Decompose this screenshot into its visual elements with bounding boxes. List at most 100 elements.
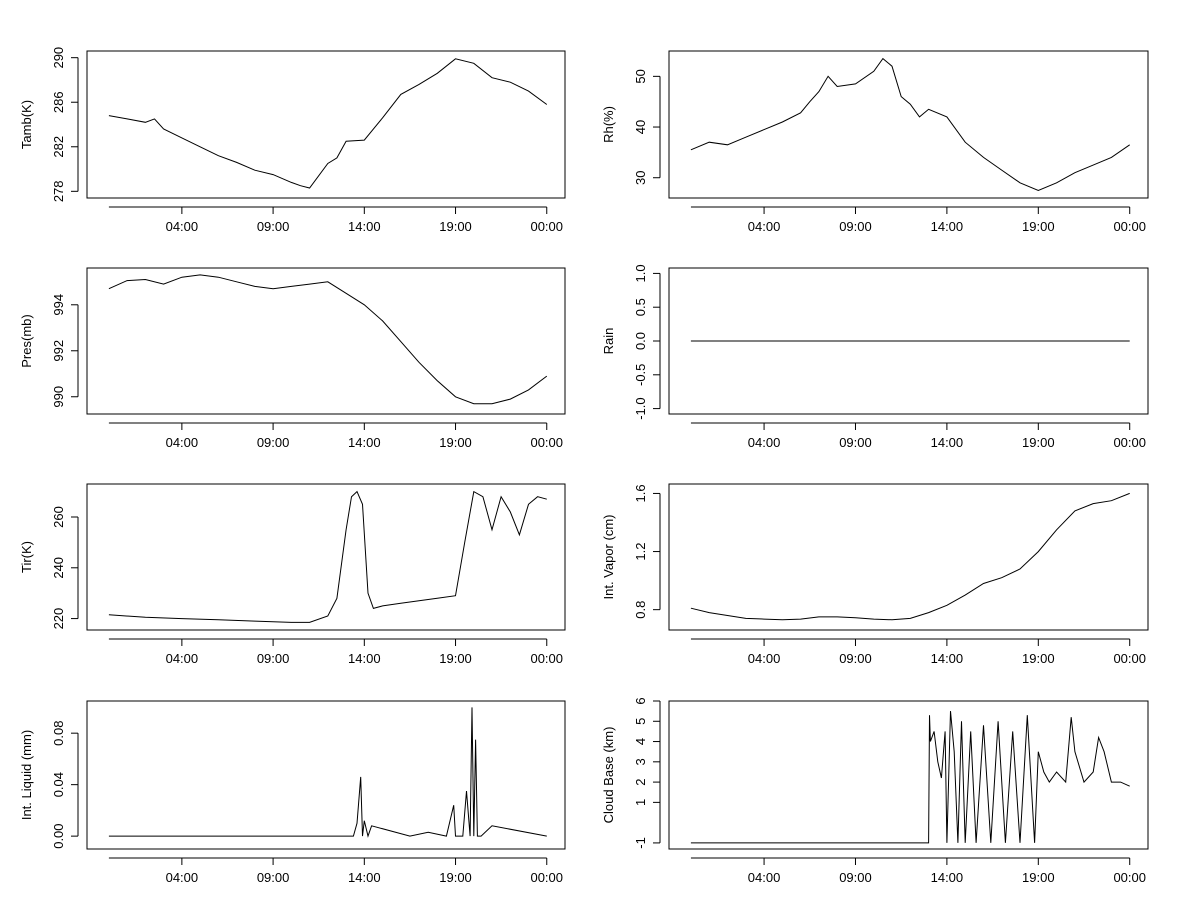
- rain-y-tick-label: 0.5: [633, 298, 648, 316]
- vapor-x-tick-label: 09:00: [839, 651, 872, 666]
- tamb-x-tick-label: 14:00: [348, 219, 381, 234]
- pres-y-tick-label: 992: [51, 340, 66, 362]
- tamb-x-tick-label: 19:00: [439, 219, 472, 234]
- rh-x-tick-label: 14:00: [931, 219, 964, 234]
- cloudbase-y-tick-label: -1: [633, 837, 648, 849]
- tamb-x-tick-label: 09:00: [257, 219, 290, 234]
- rh-y-tick-label: 50: [633, 69, 648, 83]
- vapor-y-tick-label: 1.2: [633, 543, 648, 561]
- cloudbase-series-line: [690, 711, 1130, 844]
- cloudbase-x-tick-label: 04:00: [748, 870, 781, 885]
- tamb-y-tick-label: 286: [51, 91, 66, 113]
- rh-y-tick-label: 40: [633, 120, 648, 134]
- rain-plot-frame: [668, 267, 1149, 415]
- rain-y-tick-label: -0.5: [633, 364, 648, 386]
- tir-y-axis-label: Tir(K): [19, 541, 34, 573]
- rain-x-tick-label: 00:00: [1113, 435, 1146, 450]
- liquid-y-tick-label: 0.04: [51, 772, 66, 797]
- tir-series-line: [108, 490, 547, 623]
- pres-plot-frame: [86, 267, 566, 415]
- liquid-x-tick-label: 00:00: [530, 870, 563, 885]
- liquid-series-line: [108, 707, 547, 838]
- cloudbase-x-tick-label: 14:00: [931, 870, 964, 885]
- vapor-x-tick-label: 00:00: [1113, 651, 1146, 666]
- cloudbase-x-tick-label: 19:00: [1022, 870, 1055, 885]
- rain-y-tick-label: 0.0: [633, 332, 648, 350]
- rain-y-axis-label: Rain: [601, 328, 616, 355]
- rain-x-tick-label: 19:00: [1022, 435, 1055, 450]
- tamb-x-tick-label: 00:00: [530, 219, 563, 234]
- tir-plot-frame: [86, 483, 566, 631]
- rh-series-line: [690, 57, 1130, 191]
- tir-x-tick-label: 19:00: [439, 651, 472, 666]
- vapor-y-tick-label: 1.6: [633, 484, 648, 502]
- pres-y-tick-label: 990: [51, 386, 66, 408]
- panel-pres: 04:00 09:00 14:00 19:00 00:00 990 992 994 Pres(m…: [19, 267, 566, 450]
- cloudbase-plot-frame: [668, 700, 1149, 850]
- pres-series-line: [108, 274, 548, 405]
- tir-x-tick-label: 09:00: [257, 651, 290, 666]
- vapor-x-tick-label: 19:00: [1022, 651, 1055, 666]
- panel-rh: 04:00 09:00 14:00 19:00 00:00 30 40 50 Rh(%): [601, 50, 1149, 234]
- tamb-y-tick-label: 282: [51, 136, 66, 158]
- rain-x-tick-label: 09:00: [839, 435, 872, 450]
- vapor-y-tick-label: 0.8: [633, 601, 648, 619]
- cloudbase-x-tick-label: 00:00: [1113, 870, 1146, 885]
- panel-tamb: 04:00 09:00 14:00 19:00 00:00 278 282 286 290 Tam…: [19, 47, 566, 234]
- cloudbase-y-tick-label: 6: [633, 697, 648, 704]
- rain-y-tick-label: 1.0: [633, 264, 648, 282]
- rain-x-tick-label: 14:00: [931, 435, 964, 450]
- cloudbase-y-axis-label: Cloud Base (km): [601, 727, 616, 824]
- cloudbase-y-tick-label: 2: [633, 778, 648, 785]
- vapor-x-tick-label: 04:00: [748, 651, 781, 666]
- pres-x-tick-label: 14:00: [348, 435, 381, 450]
- tamb-plot-frame: [86, 50, 566, 199]
- panel-vapor: 04:00 09:00 14:00 19:00 00:00 0.8 1.2 1.6 Int. V…: [601, 483, 1149, 666]
- pres-x-tick-label: 19:00: [439, 435, 472, 450]
- rh-plot-frame: [668, 50, 1149, 199]
- liquid-x-tick-label: 14:00: [348, 870, 381, 885]
- rh-x-tick-label: 00:00: [1113, 219, 1146, 234]
- panel-tir: 04:00 09:00 14:00 19:00 00:00 220 240 260 Tir(K): [19, 483, 566, 666]
- tir-x-tick-label: 04:00: [166, 651, 199, 666]
- vapor-y-axis-label: Int. Vapor (cm): [601, 514, 616, 599]
- liquid-y-tick-label: 0.08: [51, 721, 66, 746]
- pres-y-tick-label: 994: [51, 294, 66, 316]
- cloudbase-y-tick-label: 5: [633, 718, 648, 725]
- tamb-series-line: [108, 58, 548, 189]
- liquid-y-axis-label: Int. Liquid (mm): [19, 730, 34, 820]
- cloudbase-y-tick-label: 4: [633, 738, 648, 745]
- tamb-y-axis-label: Tamb(K): [19, 100, 34, 149]
- tir-y-tick-label: 260: [51, 506, 66, 528]
- rh-y-axis-label: Rh(%): [601, 106, 616, 143]
- pres-x-tick-label: 04:00: [166, 435, 199, 450]
- tir-x-tick-label: 14:00: [348, 651, 381, 666]
- liquid-y-tick-label: 0.00: [51, 823, 66, 848]
- pres-y-axis-label: Pres(mb): [19, 314, 34, 367]
- liquid-x-tick-label: 09:00: [257, 870, 290, 885]
- tir-y-tick-label: 220: [51, 608, 66, 630]
- panel-rain: 04:00 09:00 14:00 19:00 00:00 -1.0 -0.5 0.0 0.5 1…: [601, 264, 1149, 450]
- pres-x-tick-label: 09:00: [257, 435, 290, 450]
- tamb-y-tick-label: 290: [51, 47, 66, 69]
- vapor-series-line: [690, 492, 1130, 621]
- tir-x-tick-label: 00:00: [530, 651, 563, 666]
- rh-x-tick-label: 19:00: [1022, 219, 1055, 234]
- pres-x-tick-label: 00:00: [530, 435, 563, 450]
- vapor-x-tick-label: 14:00: [931, 651, 964, 666]
- panel-cloudbase: 04:00 09:00 14:00 19:00 00:00 -1 1 2 3 4 5 6 Cloud B…: [601, 697, 1149, 885]
- tir-y-tick-label: 240: [51, 557, 66, 579]
- liquid-plot-frame: [86, 700, 566, 850]
- vapor-plot-frame: [668, 483, 1149, 631]
- tamb-y-tick-label: 278: [51, 180, 66, 202]
- cloudbase-y-tick-label: 3: [633, 758, 648, 765]
- rain-x-tick-label: 04:00: [748, 435, 781, 450]
- cloudbase-y-tick-label: 1: [633, 799, 648, 806]
- cloudbase-x-tick-label: 09:00: [839, 870, 872, 885]
- panel-liquid: 04:00 09:00 14:00 19:00 00:00 0.00 0.04 0.08 Int…: [19, 700, 566, 885]
- liquid-x-tick-label: 04:00: [166, 870, 199, 885]
- rh-y-tick-label: 30: [633, 170, 648, 184]
- rain-y-tick-label: -1.0: [633, 397, 648, 419]
- rh-x-tick-label: 04:00: [748, 219, 781, 234]
